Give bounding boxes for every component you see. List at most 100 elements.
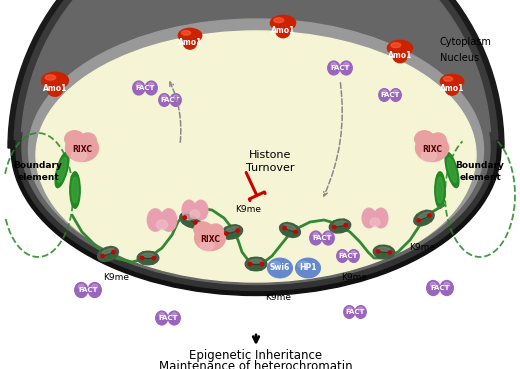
Ellipse shape xyxy=(98,246,119,261)
Text: Nucleus: Nucleus xyxy=(440,53,479,63)
Ellipse shape xyxy=(421,212,427,224)
Ellipse shape xyxy=(328,61,340,75)
Ellipse shape xyxy=(137,251,159,265)
Ellipse shape xyxy=(415,131,434,147)
Text: FACT: FACT xyxy=(158,315,178,321)
Ellipse shape xyxy=(276,25,290,38)
Ellipse shape xyxy=(250,259,262,263)
Text: K9me: K9me xyxy=(409,244,435,252)
Ellipse shape xyxy=(343,219,347,231)
Ellipse shape xyxy=(190,210,200,218)
Ellipse shape xyxy=(444,77,452,81)
Ellipse shape xyxy=(391,43,401,48)
Ellipse shape xyxy=(147,252,150,264)
Ellipse shape xyxy=(418,212,430,218)
Ellipse shape xyxy=(102,248,114,254)
Ellipse shape xyxy=(170,94,181,106)
Ellipse shape xyxy=(427,280,440,296)
Ellipse shape xyxy=(390,89,401,101)
Ellipse shape xyxy=(340,61,352,75)
Circle shape xyxy=(193,221,197,224)
Text: Swi6: Swi6 xyxy=(270,263,290,272)
Ellipse shape xyxy=(440,74,464,89)
Ellipse shape xyxy=(184,37,197,49)
Ellipse shape xyxy=(180,213,200,228)
Ellipse shape xyxy=(194,222,212,237)
Ellipse shape xyxy=(374,208,388,228)
Ellipse shape xyxy=(358,307,363,311)
Text: RIXC: RIXC xyxy=(422,145,442,154)
Circle shape xyxy=(283,226,286,230)
Ellipse shape xyxy=(55,152,69,187)
Ellipse shape xyxy=(168,311,180,325)
Ellipse shape xyxy=(333,221,337,233)
Ellipse shape xyxy=(106,248,111,260)
Text: Turnover: Turnover xyxy=(246,163,294,173)
Text: FACT: FACT xyxy=(330,65,350,71)
Ellipse shape xyxy=(72,149,86,162)
Ellipse shape xyxy=(47,83,62,96)
Text: Histone: Histone xyxy=(249,150,291,160)
Circle shape xyxy=(183,216,186,219)
Circle shape xyxy=(101,254,104,258)
Ellipse shape xyxy=(373,245,395,259)
Ellipse shape xyxy=(11,0,501,296)
Circle shape xyxy=(333,225,336,229)
Ellipse shape xyxy=(191,216,198,228)
Ellipse shape xyxy=(268,258,292,278)
Ellipse shape xyxy=(425,210,432,222)
Text: FACT: FACT xyxy=(135,85,155,91)
Ellipse shape xyxy=(235,225,239,237)
Circle shape xyxy=(376,250,380,253)
Ellipse shape xyxy=(414,210,434,225)
Ellipse shape xyxy=(181,31,191,35)
Ellipse shape xyxy=(88,283,101,297)
Ellipse shape xyxy=(230,226,234,238)
Ellipse shape xyxy=(351,251,356,255)
Ellipse shape xyxy=(16,6,496,290)
Ellipse shape xyxy=(149,83,154,87)
Ellipse shape xyxy=(382,90,387,94)
Text: FACT: FACT xyxy=(160,97,180,103)
Text: Boundary: Boundary xyxy=(456,161,504,169)
Ellipse shape xyxy=(355,306,366,318)
Text: Amo1: Amo1 xyxy=(271,26,295,35)
Ellipse shape xyxy=(393,50,407,63)
Ellipse shape xyxy=(151,252,154,264)
Ellipse shape xyxy=(334,221,346,225)
Circle shape xyxy=(294,230,297,234)
Ellipse shape xyxy=(422,149,436,162)
Ellipse shape xyxy=(329,219,350,233)
Ellipse shape xyxy=(157,220,167,230)
Text: Maintenance of heterochromatin: Maintenance of heterochromatin xyxy=(159,359,353,369)
Ellipse shape xyxy=(57,158,67,183)
Ellipse shape xyxy=(45,75,56,80)
Text: K9me: K9me xyxy=(341,273,367,283)
Ellipse shape xyxy=(437,177,443,203)
Text: Amo1: Amo1 xyxy=(440,84,464,93)
Ellipse shape xyxy=(284,224,296,230)
Ellipse shape xyxy=(344,306,355,318)
Circle shape xyxy=(388,251,392,254)
Ellipse shape xyxy=(162,95,167,99)
Ellipse shape xyxy=(136,83,141,87)
Ellipse shape xyxy=(70,172,80,208)
Circle shape xyxy=(140,256,144,260)
Ellipse shape xyxy=(172,313,177,317)
Text: RIXC: RIXC xyxy=(72,145,92,154)
Text: FACT: FACT xyxy=(430,285,450,291)
Ellipse shape xyxy=(347,307,352,311)
Ellipse shape xyxy=(344,63,349,67)
Ellipse shape xyxy=(222,225,242,239)
Ellipse shape xyxy=(298,262,309,268)
Ellipse shape xyxy=(288,224,293,236)
Ellipse shape xyxy=(133,81,145,95)
Wedge shape xyxy=(21,0,490,148)
Ellipse shape xyxy=(79,284,84,289)
Ellipse shape xyxy=(92,284,98,289)
Text: Cytoplasm: Cytoplasm xyxy=(440,37,492,47)
Text: Boundary: Boundary xyxy=(14,161,62,169)
Ellipse shape xyxy=(159,313,164,317)
Ellipse shape xyxy=(379,89,390,101)
Ellipse shape xyxy=(29,19,484,281)
